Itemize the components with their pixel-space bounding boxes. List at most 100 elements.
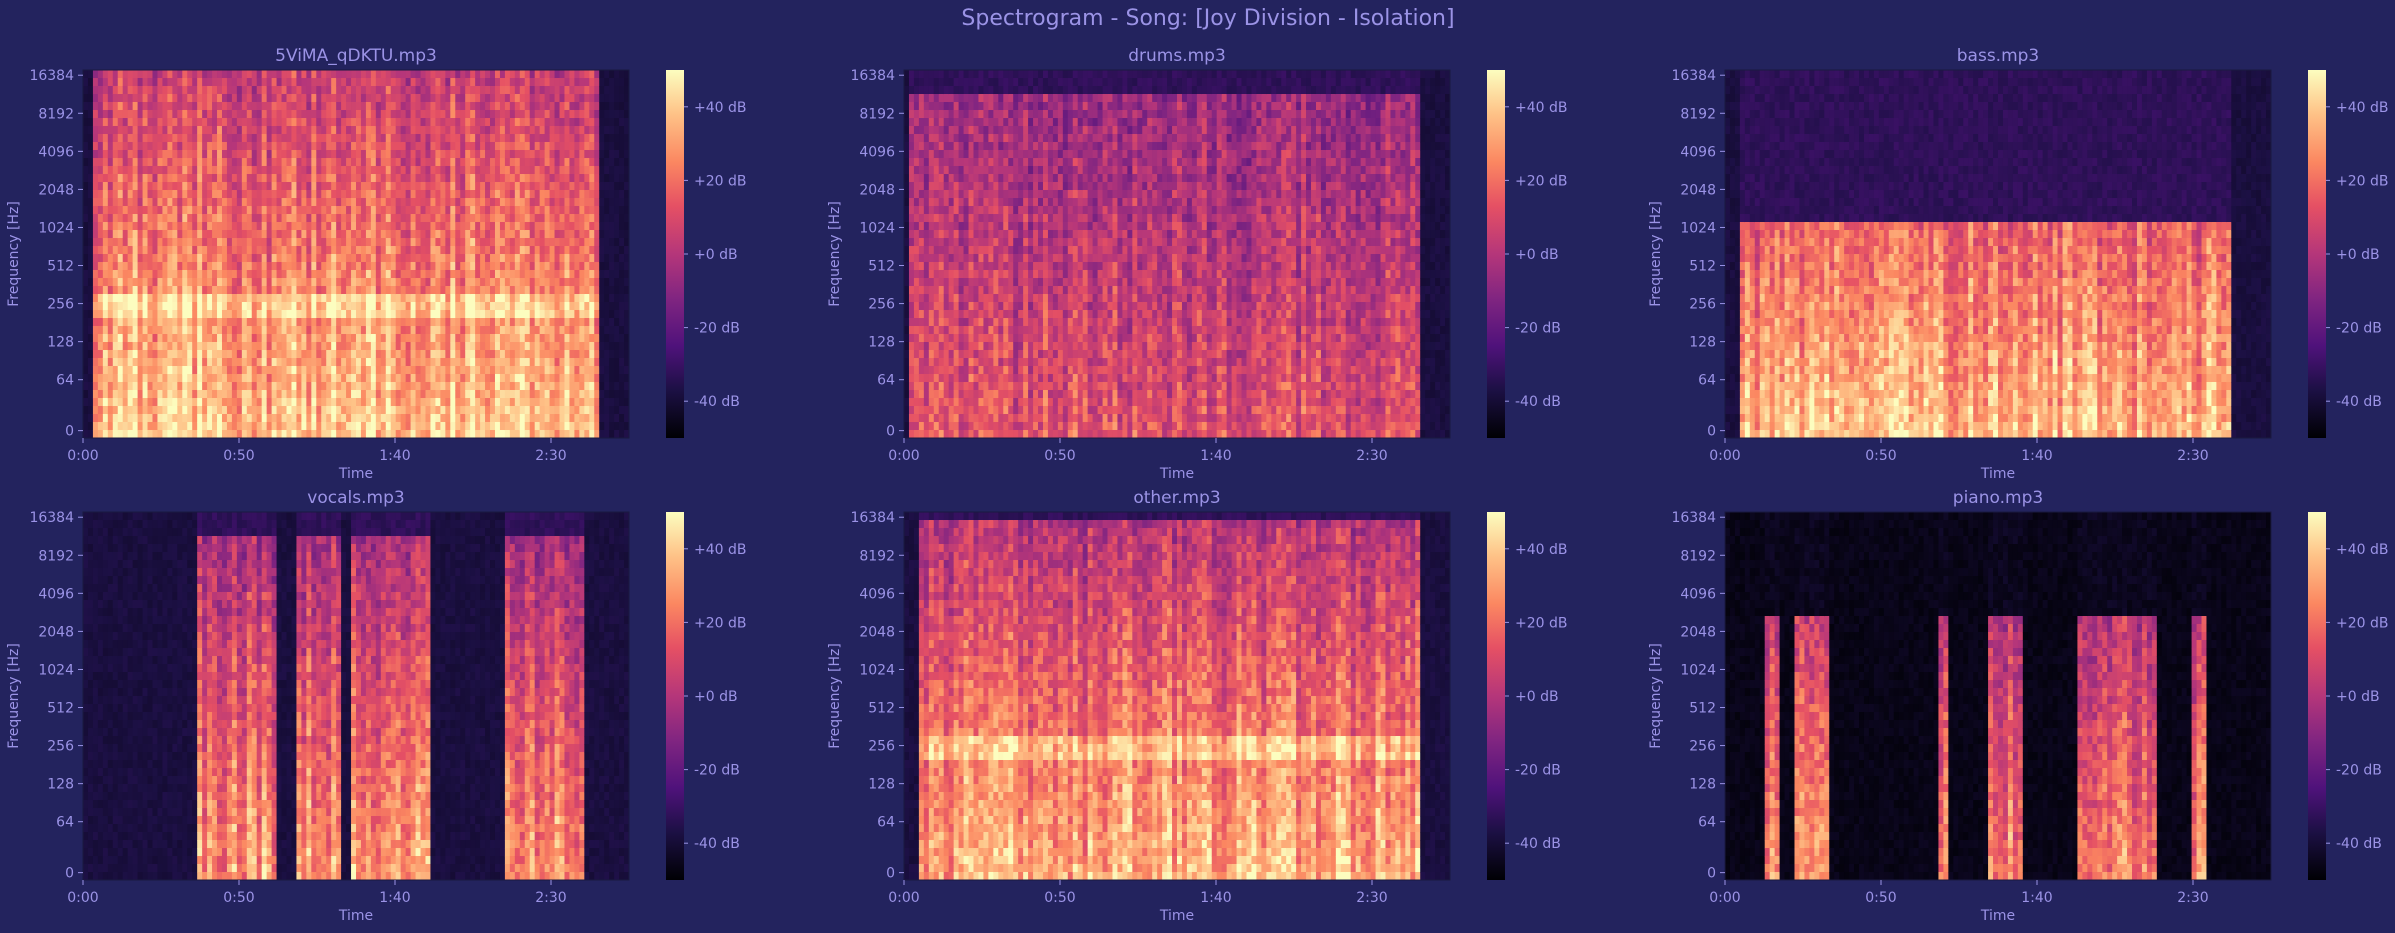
panel-title: drums.mp3	[1128, 46, 1226, 66]
y-tick-label: 128	[1689, 335, 1716, 351]
panel-title: 5ViMA_qDKTU.mp3	[275, 46, 437, 66]
y-tick-label: 2048	[1680, 182, 1716, 198]
colorbar-label: +40 dB	[2336, 542, 2389, 558]
y-tick-label: 16384	[29, 68, 74, 84]
x-axis-label: Time	[1980, 466, 2015, 482]
x-tick-label: 2:30	[535, 890, 566, 906]
y-tick-label: 512	[868, 701, 895, 717]
y-tick-label: 1024	[859, 220, 895, 236]
x-tick-label: 0:50	[1044, 890, 1075, 906]
x-tick-label: 0:00	[888, 890, 919, 906]
y-tick-label: 8192	[38, 548, 74, 564]
y-tick-label: 8192	[1680, 106, 1716, 122]
x-axis-label: Time	[1159, 908, 1194, 924]
y-axis-label: Frequency [Hz]	[1648, 201, 1664, 307]
heatmap-cells	[904, 512, 1450, 880]
colorbar-label: +0 dB	[1515, 247, 1559, 263]
y-tick-label: 512	[868, 259, 895, 275]
colorbar-label: -20 dB	[694, 321, 740, 337]
y-tick-label: 0	[65, 424, 74, 440]
y-tick-label: 256	[1689, 739, 1716, 755]
y-axis-label: Frequency [Hz]	[827, 201, 843, 307]
colorbar	[1487, 70, 1505, 438]
colorbar-label: -40 dB	[1515, 394, 1561, 410]
y-tick-label: 256	[1689, 297, 1716, 313]
y-tick-label: 16384	[850, 68, 895, 84]
x-tick-label: 0:00	[67, 448, 98, 464]
colorbar-label: +40 dB	[694, 542, 747, 558]
colorbar-label: +20 dB	[2336, 173, 2389, 189]
x-tick-label: 0:00	[1709, 448, 1740, 464]
colorbar-label: +20 dB	[1515, 615, 1568, 631]
colorbar-label: +0 dB	[694, 689, 738, 705]
x-tick-label: 1:40	[2021, 890, 2052, 906]
colorbar-label: -20 dB	[694, 763, 740, 779]
panel-6: piano.mp30641282565121024204840968192163…	[1648, 488, 2389, 924]
y-tick-label: 2048	[859, 182, 895, 198]
y-tick-label: 256	[868, 297, 895, 313]
heatmap-cells	[83, 512, 629, 880]
colorbar-label: +20 dB	[694, 173, 747, 189]
colorbar	[666, 70, 684, 438]
x-tick-label: 2:30	[1356, 448, 1387, 464]
colorbar-label: +40 dB	[694, 100, 747, 116]
y-tick-label: 64	[1698, 815, 1716, 831]
colorbar-label: +0 dB	[1515, 689, 1559, 705]
x-tick-label: 0:00	[67, 890, 98, 906]
y-tick-label: 8192	[859, 106, 895, 122]
panel-5: other.mp30641282565121024204840968192163…	[827, 488, 1568, 924]
y-axis-label: Frequency [Hz]	[1648, 643, 1664, 749]
y-tick-label: 2048	[1680, 624, 1716, 640]
y-tick-label: 128	[868, 777, 895, 793]
x-axis-label: Time	[338, 908, 373, 924]
colorbar-label: +40 dB	[1515, 100, 1568, 116]
panel-3: bass.mp306412825651210242048409681921638…	[1648, 46, 2389, 482]
panel-title: bass.mp3	[1957, 46, 2040, 66]
y-tick-label: 0	[886, 424, 895, 440]
y-tick-label: 0	[65, 866, 74, 882]
y-tick-label: 4096	[859, 586, 895, 602]
heatmap-cells	[904, 70, 1450, 438]
colorbar-label: -20 dB	[1515, 321, 1561, 337]
colorbar-label: +40 dB	[2336, 100, 2389, 116]
y-tick-label: 16384	[1671, 510, 1716, 526]
y-tick-label: 0	[886, 866, 895, 882]
y-tick-label: 4096	[1680, 586, 1716, 602]
x-axis-label: Time	[1159, 466, 1194, 482]
x-tick-label: 1:40	[379, 448, 410, 464]
y-tick-label: 1024	[1680, 220, 1716, 236]
y-tick-label: 1024	[1680, 662, 1716, 678]
x-tick-label: 1:40	[379, 890, 410, 906]
y-tick-label: 2048	[859, 624, 895, 640]
colorbar	[1487, 512, 1505, 880]
colorbar	[666, 512, 684, 880]
y-tick-label: 64	[56, 815, 74, 831]
panel-title: other.mp3	[1133, 488, 1220, 508]
x-tick-label: 0:00	[1709, 890, 1740, 906]
x-tick-label: 1:40	[1200, 448, 1231, 464]
y-tick-label: 64	[877, 815, 895, 831]
x-tick-label: 2:30	[1356, 890, 1387, 906]
y-tick-label: 128	[1689, 777, 1716, 793]
y-tick-label: 1024	[38, 662, 74, 678]
y-tick-label: 16384	[850, 510, 895, 526]
colorbar-label: +0 dB	[2336, 689, 2380, 705]
x-tick-label: 0:50	[223, 448, 254, 464]
y-tick-label: 128	[47, 777, 74, 793]
x-tick-label: 2:30	[2177, 448, 2208, 464]
y-tick-label: 2048	[38, 182, 74, 198]
panel-2: drums.mp30641282565121024204840968192163…	[827, 46, 1568, 482]
y-tick-label: 0	[1707, 424, 1716, 440]
x-axis-label: Time	[1980, 908, 2015, 924]
colorbar-label: +0 dB	[2336, 247, 2380, 263]
x-tick-label: 1:40	[2021, 448, 2052, 464]
y-tick-label: 256	[47, 739, 74, 755]
y-tick-label: 512	[1689, 701, 1716, 717]
y-tick-label: 16384	[1671, 68, 1716, 84]
panel-4: vocals.mp3064128256512102420484096819216…	[6, 488, 747, 924]
y-tick-label: 512	[47, 259, 74, 275]
y-axis-label: Frequency [Hz]	[827, 643, 843, 749]
colorbar-label: +20 dB	[1515, 173, 1568, 189]
y-tick-label: 1024	[38, 220, 74, 236]
y-tick-label: 512	[1689, 259, 1716, 275]
